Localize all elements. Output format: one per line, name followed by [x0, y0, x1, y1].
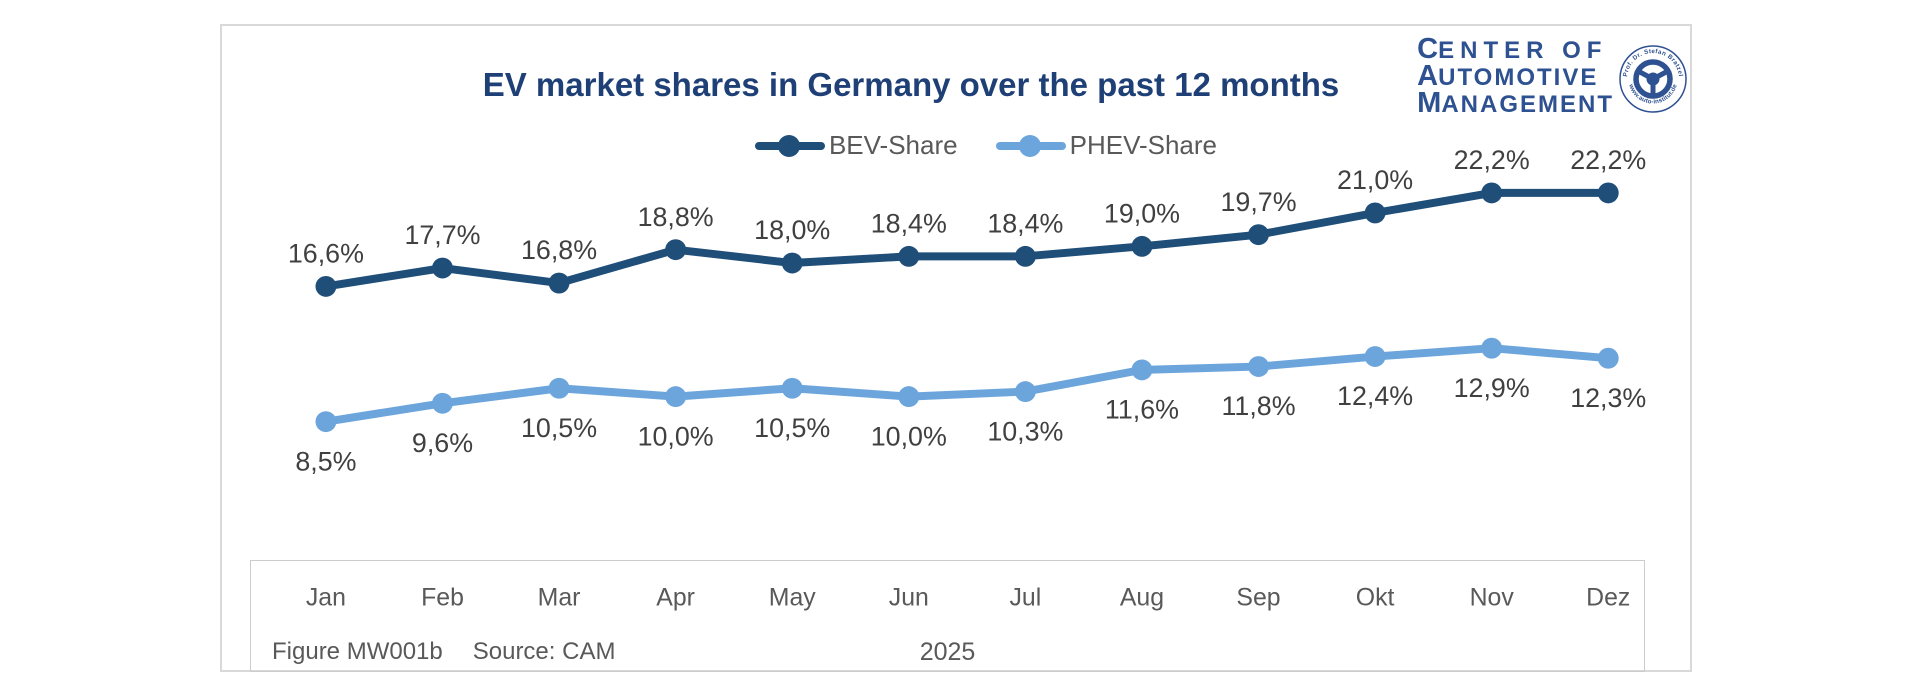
phev-share-point [1364, 346, 1386, 367]
steering-wheel-logo-icon: Prof. Dr. Stefan Bratzel www.auto-instit… [1619, 44, 1687, 113]
phev-share-data-label: 10,5% [754, 413, 830, 443]
logo-line-2: AUTOMOTIVE [1417, 60, 1599, 92]
bev-share-point [898, 245, 920, 267]
bev-share-data-label: 19,7% [1220, 187, 1296, 217]
bev-share-point [548, 272, 570, 294]
bev-share-data-label: 18,8% [638, 202, 714, 232]
x-axis-label: Sep [1236, 584, 1280, 611]
bev-share-data-label: 18,4% [987, 208, 1063, 238]
phev-share-point [548, 377, 570, 399]
x-axis-label: May [769, 584, 816, 611]
x-axis-label: Nov [1470, 584, 1515, 611]
x-axis-year-label: 2025 [919, 638, 976, 666]
x-axis-label: Okt [1356, 584, 1395, 611]
chart-title: EV market shares in Germany over the pas… [482, 66, 1340, 103]
bev-share-data-label: 18,0% [754, 215, 830, 245]
bev-share-data-label: 22,2% [1454, 145, 1530, 175]
bev-share-point [1364, 202, 1386, 224]
phev-share-data-label: 10,3% [987, 416, 1063, 446]
phev-legend-marker-icon [995, 134, 1066, 157]
legend-label-bev: BEV-Share [828, 130, 958, 160]
phev-share-point [1248, 356, 1269, 377]
phev-share-data-label: 8,5% [295, 446, 356, 476]
phev-share-data-label: 12,3% [1570, 383, 1646, 413]
phev-share-data-label: 10,0% [871, 421, 947, 451]
bev-share-point [432, 257, 453, 279]
bev-share-point [1597, 182, 1619, 204]
legend-label-phev: PHEV-Share [1069, 130, 1218, 160]
bev-share-point [1248, 224, 1269, 246]
phev-share-data-label: 11,6% [1105, 395, 1179, 425]
phev-share-point [665, 386, 687, 408]
phev-share-data-label: 10,0% [638, 421, 714, 451]
x-axis-label: Dez [1586, 584, 1630, 611]
phev-share-data-label: 9,6% [412, 428, 473, 458]
phev-share-point [315, 411, 337, 433]
bev-share-data-label: 19,0% [1104, 198, 1180, 228]
x-axis-label: Jan [306, 584, 346, 611]
x-axis-label: Jul [1009, 584, 1041, 611]
bev-share-point [1014, 245, 1036, 267]
x-axis-label: Feb [421, 584, 464, 611]
chart-frame: EV market shares in Germany over the pas… [220, 24, 1692, 672]
bev-share-data-label: 22,2% [1570, 145, 1646, 175]
x-axis-table [250, 560, 1645, 672]
phev-share-line [321, 344, 1613, 426]
bev-share-point [665, 239, 687, 261]
bev-share-data-label: 16,6% [288, 239, 364, 269]
bev-legend-marker-icon [754, 134, 825, 157]
chart-legend: BEV-Share PHEV-Share [222, 130, 1690, 161]
plot-area: 16,6% 17,7% 16,8% 18,8% 18,0% 18,4% 18,4% 19,0%… [288, 145, 1646, 611]
cam-logo: CENTER OF AUTOMOTIVE MANAGEMENT Prof. Dr… [1417, 33, 1688, 119]
cam-logo-text: CENTER OF AUTOMOTIVE MANAGEMENT [1417, 33, 1614, 119]
phev-share-point [781, 377, 803, 399]
phev-share-point [1131, 359, 1153, 381]
bev-share-data-label: 17,7% [404, 220, 480, 250]
bev-share-point [1131, 235, 1153, 257]
phev-share-data-label: 12,9% [1454, 373, 1530, 403]
logo-line-3: MANAGEMENT [1417, 87, 1614, 119]
legend-item-phev: PHEV-Share [995, 130, 1218, 161]
x-axis-label: Jun [889, 584, 929, 611]
phev-share-data-label: 10,5% [521, 413, 597, 443]
phev-share-point [898, 386, 920, 408]
bev-share-line [321, 188, 1613, 291]
phev-share-data-label: 11,8% [1221, 391, 1295, 421]
x-axis-label: Aug [1120, 584, 1164, 611]
legend-item-bev: BEV-Share [754, 130, 958, 161]
x-axis-label: Mar [538, 584, 581, 611]
figure-number: Figure MW001b [272, 638, 443, 665]
phev-share-point [1481, 337, 1503, 359]
x-axis-label: Apr [656, 584, 695, 611]
bev-share-point [1481, 182, 1503, 204]
source-label: Source: CAM [472, 638, 616, 665]
bev-share-point [315, 275, 337, 297]
figure-note: Figure MW001b Source: CAM [272, 638, 615, 666]
phev-share-point [1014, 381, 1036, 403]
phev-share-point [1597, 347, 1619, 369]
logo-line-1: CENTER OF [1417, 33, 1608, 65]
bev-share-data-label: 16,8% [521, 235, 597, 265]
bev-share-data-label: 21,0% [1337, 165, 1413, 195]
phev-share-point [432, 392, 453, 414]
phev-share-data-label: 12,4% [1337, 381, 1413, 411]
bev-share-point [781, 252, 803, 274]
bev-share-data-label: 18,4% [871, 208, 947, 238]
